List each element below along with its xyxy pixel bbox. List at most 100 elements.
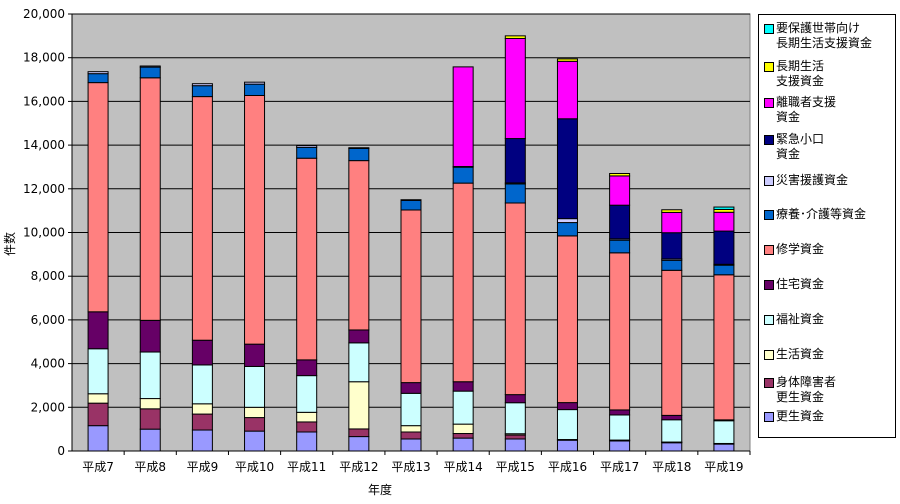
bar-segment: [400, 438, 422, 452]
bar-segment: [609, 440, 631, 452]
bar-segment: [87, 425, 109, 452]
bar-segment: [556, 235, 578, 404]
legend-label: 生活資金: [776, 347, 825, 361]
bar-segment: [661, 442, 683, 452]
bar-segment: [139, 77, 161, 321]
bar-segment: [139, 398, 161, 410]
legend-swatch: [764, 315, 774, 325]
bar-segment: [504, 402, 526, 435]
legend-item: 緊急小口 資金: [764, 132, 824, 162]
bar-segment: [556, 218, 578, 224]
x-tick-label: 平成16: [548, 460, 587, 474]
bar-segment: [191, 364, 213, 405]
legend-swatch: [764, 280, 774, 290]
bar-segment: [348, 147, 370, 162]
bar-segment: [452, 390, 474, 425]
bar-segment: [452, 433, 474, 439]
bar-segment: [348, 381, 370, 430]
bar-segment: [661, 259, 683, 271]
y-tick-label: 10,000: [23, 226, 65, 240]
legend-item: 要保護世帯向け 長期生活支援資金: [764, 21, 872, 51]
bar-segment: [87, 402, 109, 427]
bar-segment: [713, 274, 735, 421]
bar-segment: [348, 436, 370, 452]
bar-segment: [609, 409, 631, 416]
legend-swatch: [764, 350, 774, 360]
legend-label: 離職者支援 資金: [776, 95, 837, 124]
legend-item: 災害援護資金: [764, 173, 848, 188]
bar-segment: [713, 264, 735, 276]
y-axis-label: 件数: [2, 232, 17, 256]
bar-segment: [400, 431, 422, 440]
legend-label: 要保護世帯向け 長期生活支援資金: [776, 21, 873, 50]
y-tick-label: 8,000: [31, 269, 65, 283]
legend-label: 療養･介護等資金: [776, 207, 867, 221]
legend-label: 災害援護資金: [776, 173, 849, 187]
bar-segment: [139, 408, 161, 430]
bar-segment: [504, 35, 526, 39]
bar-segment: [296, 421, 318, 433]
bar-segment: [504, 138, 526, 184]
x-tick-label: 平成15: [496, 460, 535, 474]
legend-item: 福祉資金: [764, 312, 824, 327]
x-tick-label: 平成17: [600, 460, 639, 474]
bar-segment: [139, 351, 161, 400]
legend-label: 身体障害者 更生資金: [776, 375, 837, 404]
x-tick-label: 平成18: [652, 460, 691, 474]
bar-segment: [139, 319, 161, 353]
x-tick-label: 平成8: [134, 460, 166, 474]
legend-item: 長期生活 支援資金: [764, 59, 824, 89]
bar-segment: [452, 166, 474, 184]
legend-item: 修学資金: [764, 242, 824, 257]
y-tick-label: 16,000: [23, 94, 65, 108]
legend-label: 更生資金: [776, 409, 825, 423]
bar-segment: [609, 175, 631, 206]
legend-swatch: [764, 98, 774, 108]
bar-segment: [713, 443, 735, 452]
bar-segment: [400, 199, 422, 211]
bar-segment: [139, 428, 161, 452]
bar-segment: [87, 311, 109, 350]
bar-segment: [191, 96, 213, 341]
bar-segment: [609, 252, 631, 411]
y-tick-label: 2,000: [31, 400, 65, 414]
legend-item: 療養･介護等資金: [764, 207, 866, 222]
bar-segment: [609, 204, 631, 240]
x-tick-label: 平成9: [187, 460, 219, 474]
bar-segment: [713, 211, 735, 232]
bar-segment: [87, 348, 109, 395]
bar-segment: [191, 403, 213, 415]
bar-segment: [556, 58, 578, 62]
bar-segment: [400, 425, 422, 433]
bar-segment: [87, 73, 109, 84]
x-tick-label: 平成19: [704, 460, 743, 474]
bar-segment: [504, 394, 526, 404]
bar-segment: [348, 160, 370, 331]
bar-segment: [556, 118, 578, 220]
y-tick-label: 4,000: [31, 357, 65, 371]
x-tick-label: 平成14: [444, 460, 483, 474]
bar-segment: [556, 222, 578, 237]
bar-segment: [504, 183, 526, 204]
bar-segment: [556, 409, 578, 441]
legend-item: 住宅資金: [764, 277, 824, 292]
bar-segment: [244, 343, 266, 367]
bar-segment: [452, 381, 474, 392]
bar-segment: [661, 419, 683, 443]
bar-segment: [400, 382, 422, 394]
bar-segment: [504, 202, 526, 396]
legend-swatch: [764, 245, 774, 255]
legend-swatch: [764, 378, 774, 388]
bar-segment: [191, 429, 213, 452]
bar-segment: [244, 417, 266, 432]
bar-segment: [296, 146, 318, 159]
bar-segment: [504, 37, 526, 140]
bar-segment: [661, 211, 683, 234]
bar-segment: [296, 375, 318, 413]
bar-segment: [504, 434, 526, 440]
bar-segment: [87, 82, 109, 313]
bar-segment: [296, 411, 318, 423]
legend-swatch: [764, 24, 774, 34]
bar-segment: [244, 365, 266, 408]
